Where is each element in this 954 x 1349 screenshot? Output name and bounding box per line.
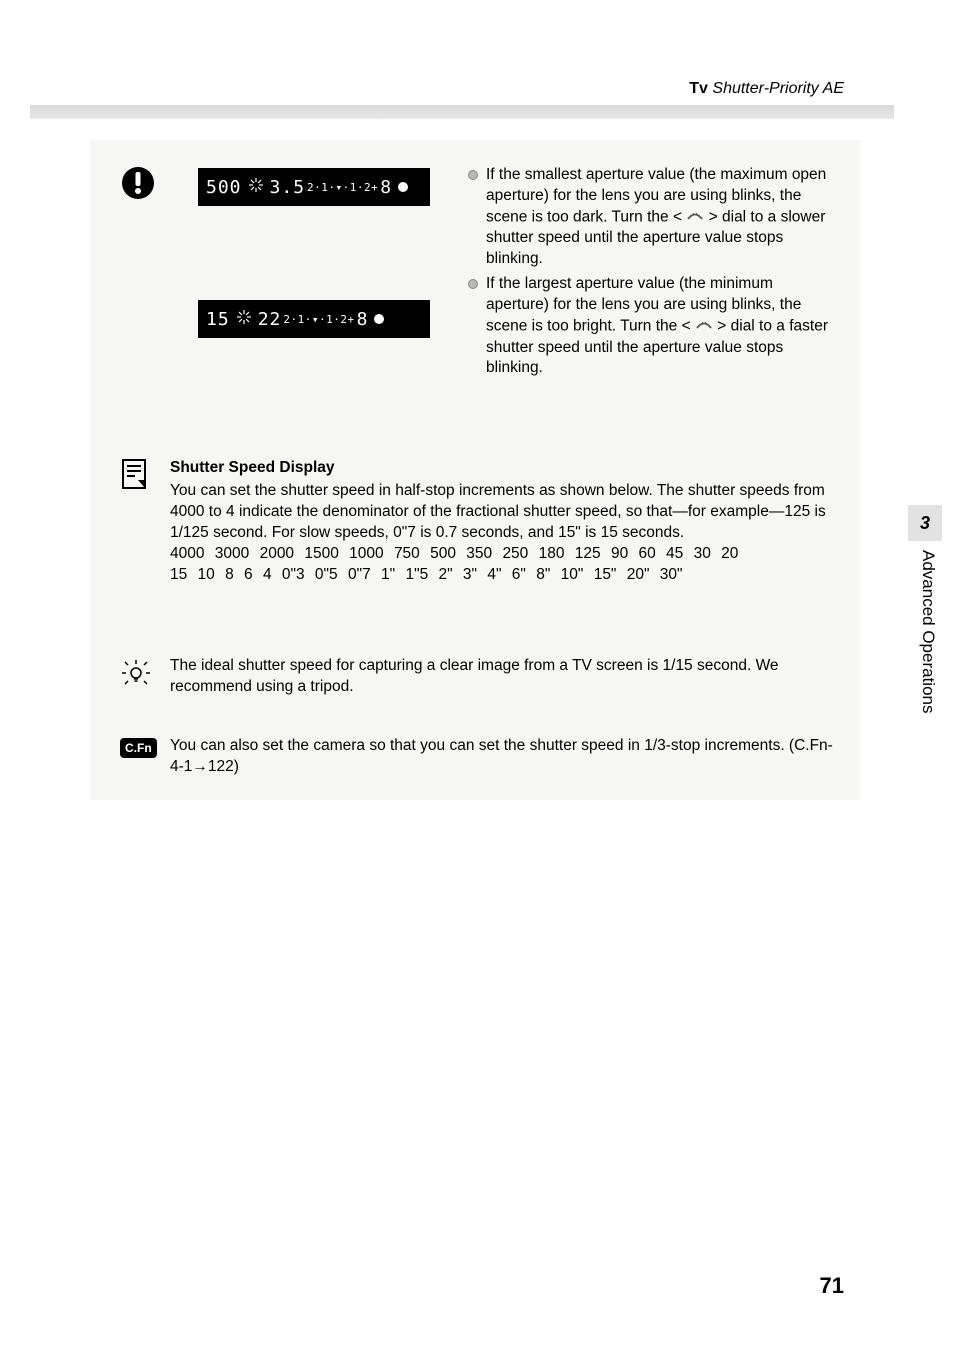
bullet-item: If the largest aperture value (the minim… (468, 274, 838, 379)
shutter-speeds-line-2: 15 10 8 6 4 0"3 0"5 0"7 1" 1"5 2" 3" 4" … (170, 565, 840, 586)
note-text: Shutter Speed Display You can set the sh… (170, 458, 840, 586)
note-tip: The ideal shutter speed for capturing a … (120, 656, 840, 698)
note-text: You can also set the camera so that you … (170, 736, 840, 778)
cfn-badge-label: C.Fn (120, 738, 157, 758)
lcd-display-2: 15 22 2·1·▾·1·2+ 8 (198, 300, 430, 338)
lcd1-dot-icon (398, 182, 408, 192)
warning-bullets: If the smallest aperture value (the maxi… (468, 165, 838, 383)
lcd1-right: 8 (380, 177, 392, 198)
chapter-number: 3 (920, 513, 930, 534)
chapter-tab: 3 (908, 505, 942, 541)
sun-blink-icon (236, 309, 252, 325)
shutter-speeds-line-1: 4000 3000 2000 1500 1000 750 500 350 250… (170, 544, 840, 565)
main-dial-icon (686, 207, 704, 228)
mode-label: Tv (689, 80, 708, 97)
bullet-text: If the largest aperture value (the minim… (486, 274, 838, 379)
page-header: Tv Shutter-Priority AE (689, 80, 844, 98)
lcd2-right: 8 (357, 309, 369, 330)
bullet-dot-icon (468, 279, 478, 289)
note2-body: The ideal shutter speed for capturing a … (170, 657, 779, 695)
note3-body: You can also set the camera so that you … (170, 737, 833, 775)
lcd2-aperture: 22 (258, 309, 282, 330)
bullet-dot-icon (468, 170, 478, 180)
chapter-label: Advanced Operations (914, 550, 938, 850)
note-page-icon (120, 458, 156, 501)
lcd1-scale: 2·1·▾·1·2+ (307, 181, 378, 194)
lightbulb-tip-icon (120, 656, 156, 695)
note-cfn: C.Fn You can also set the camera so that… (120, 736, 840, 778)
header-band (30, 105, 894, 119)
lcd2-scale: 2·1·▾·1·2+ (283, 313, 354, 326)
lcd2-dot-icon (374, 314, 384, 324)
note-heading: Shutter Speed Display (170, 458, 840, 479)
cfn-badge-icon: C.Fn (120, 738, 156, 759)
lcd1-shutter: 500 (206, 177, 242, 198)
sun-blink-icon (248, 177, 264, 193)
lcd-display-1: 500 3.5 2·1·▾·1·2+ 8 (198, 168, 430, 206)
main-dial-icon (695, 316, 713, 337)
lcd1-aperture: 3.5 (270, 177, 306, 198)
page-title: Shutter-Priority AE (712, 80, 844, 97)
exclamation-icon (120, 165, 156, 201)
note1-body: You can set the shutter speed in half-st… (170, 481, 840, 544)
lcd2-shutter: 15 (206, 309, 230, 330)
bullet-text: If the smallest aperture value (the maxi… (486, 165, 838, 270)
note-shutter-speed-display: Shutter Speed Display You can set the sh… (120, 458, 840, 586)
bullet-item: If the smallest aperture value (the maxi… (468, 165, 838, 270)
page-number: 71 (820, 1273, 844, 1299)
note-text: The ideal shutter speed for capturing a … (170, 656, 840, 698)
